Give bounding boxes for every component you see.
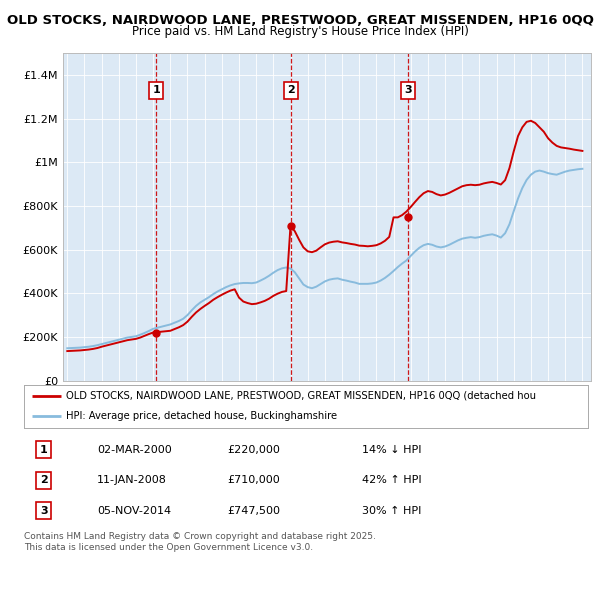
Text: 2: 2 (40, 476, 47, 485)
Text: 14% ↓ HPI: 14% ↓ HPI (362, 445, 422, 455)
Text: 05-NOV-2014: 05-NOV-2014 (97, 506, 172, 516)
Text: 2: 2 (287, 85, 295, 95)
Text: HPI: Average price, detached house, Buckinghamshire: HPI: Average price, detached house, Buck… (66, 411, 337, 421)
Text: 3: 3 (404, 85, 412, 95)
Text: 3: 3 (40, 506, 47, 516)
Text: £710,000: £710,000 (227, 476, 280, 485)
Text: Price paid vs. HM Land Registry's House Price Index (HPI): Price paid vs. HM Land Registry's House … (131, 25, 469, 38)
Text: £220,000: £220,000 (227, 445, 280, 455)
Text: 02-MAR-2000: 02-MAR-2000 (97, 445, 172, 455)
Text: Contains HM Land Registry data © Crown copyright and database right 2025.
This d: Contains HM Land Registry data © Crown c… (24, 532, 376, 552)
Text: 42% ↑ HPI: 42% ↑ HPI (362, 476, 422, 485)
Text: OLD STOCKS, NAIRDWOOD LANE, PRESTWOOD, GREAT MISSENDEN, HP16 0QQ (detached hou: OLD STOCKS, NAIRDWOOD LANE, PRESTWOOD, G… (66, 391, 536, 401)
Text: £747,500: £747,500 (227, 506, 280, 516)
Text: 11-JAN-2008: 11-JAN-2008 (97, 476, 167, 485)
Text: 1: 1 (152, 85, 160, 95)
Text: 30% ↑ HPI: 30% ↑ HPI (362, 506, 422, 516)
Text: 1: 1 (40, 445, 47, 455)
Text: OLD STOCKS, NAIRDWOOD LANE, PRESTWOOD, GREAT MISSENDEN, HP16 0QQ: OLD STOCKS, NAIRDWOOD LANE, PRESTWOOD, G… (7, 14, 593, 27)
